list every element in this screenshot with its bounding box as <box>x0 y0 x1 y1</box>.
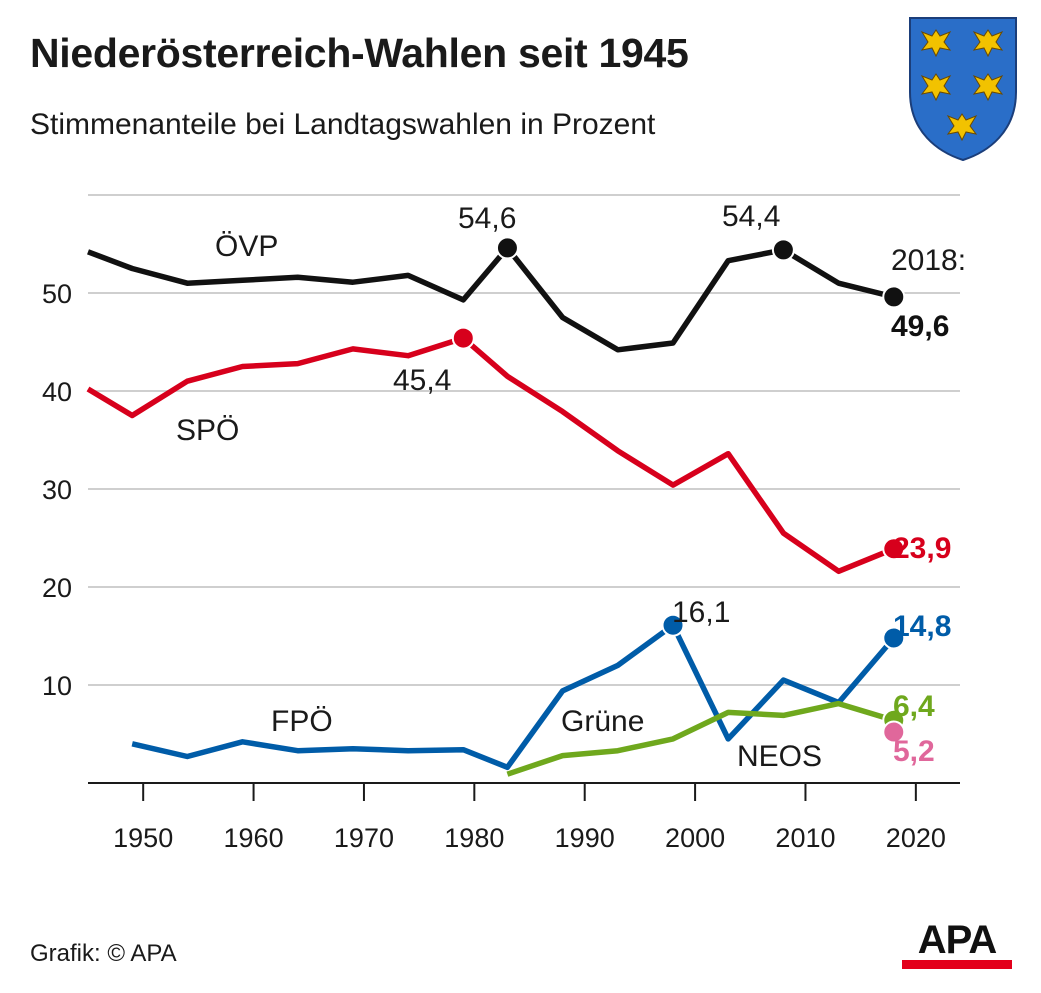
series-label-fpo: FPÖ <box>271 705 333 738</box>
data-point-fpo-2018 <box>882 626 906 650</box>
data-point-fpo-1998 <box>661 613 685 637</box>
apa-logo-bar <box>902 960 1012 969</box>
series-label-ovp: ÖVP <box>215 230 278 263</box>
annotation-ovp-1983: 54,6 <box>458 202 516 235</box>
axis-layer: 10 20 30 40 50 1950 1960 1970 1980 1990 2000 2010 20… <box>42 279 960 853</box>
x-tick-label: 1990 <box>555 823 615 853</box>
chart-subtitle: Stimmenanteile bei Landtagswahlen in Pro… <box>30 108 656 141</box>
y-tick-label: 50 <box>42 279 72 309</box>
series-label-neos: NEOS <box>737 740 822 773</box>
x-tick-label: 2020 <box>886 823 946 853</box>
x-tick-label: 1960 <box>224 823 284 853</box>
series-label-grune: Grüne <box>561 705 644 738</box>
y-tick-label: 10 <box>42 671 72 701</box>
data-point-ovp-2008 <box>771 238 795 262</box>
data-point-spo-1979 <box>451 326 475 350</box>
apa-logo: APA <box>917 918 997 962</box>
annotation-neos-2018: 5,2 <box>893 735 935 768</box>
annotation-fpo-2018: 14,8 <box>893 610 951 643</box>
series-label-spo: SPÖ <box>176 414 239 447</box>
data-point-neos-2018 <box>882 720 906 744</box>
x-tick-label: 2000 <box>665 823 725 853</box>
annotation-spo-2018: 23,9 <box>893 532 951 565</box>
annotation-ovp-2008: 54,4 <box>722 200 780 233</box>
annotation-grune-2018: 6,4 <box>893 690 935 723</box>
annotation-ovp-2018-prefix: 2018: <box>891 244 966 277</box>
y-tick-label: 30 <box>42 475 72 505</box>
x-tick-label: 1950 <box>113 823 173 853</box>
chart-title: Niederösterreich-Wahlen seit 1945 <box>30 30 689 76</box>
coat-of-arms-icon <box>909 17 1017 162</box>
x-tick-label: 1970 <box>334 823 394 853</box>
credit-text: Grafik: © APA <box>30 940 177 967</box>
data-point-ovp-2018 <box>882 285 906 309</box>
series-layer <box>86 236 906 777</box>
x-tick-label: 1980 <box>444 823 504 853</box>
data-point-ovp-1983 <box>495 236 519 260</box>
series-line-fpo <box>131 622 896 771</box>
data-point-spo-2018 <box>882 537 906 561</box>
y-tick-label: 20 <box>42 573 72 603</box>
series-line-spo <box>86 335 895 575</box>
y-tick-label: 40 <box>42 377 72 407</box>
annotation-ovp-2018: 49,6 <box>891 310 949 343</box>
series-line-grune <box>506 700 895 777</box>
annotation-fpo-1998: 16,1 <box>672 596 730 629</box>
grid-layer <box>88 194 960 686</box>
label-layer: ÖVP SPÖ FPÖ Grüne NEOS 54,6 54,4 2018: 4… <box>176 200 966 773</box>
annotation-spo-1979: 45,4 <box>393 364 451 397</box>
x-tick-label: 2010 <box>775 823 835 853</box>
series-line-ovp <box>87 245 895 353</box>
